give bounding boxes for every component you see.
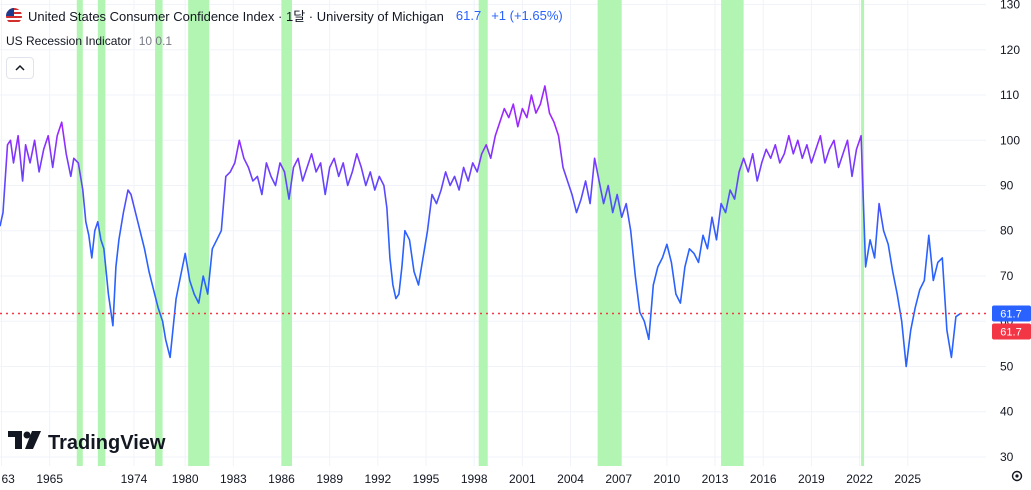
recession-band (721, 0, 744, 466)
tradingview-logo[interactable]: TradingView (8, 431, 165, 455)
settings-gear-icon[interactable] (1009, 468, 1025, 484)
series-line (0, 85, 961, 368)
us-flag-icon (6, 7, 22, 24)
price-label-text: 61.7 (1000, 327, 1021, 339)
y-tick-label: 80 (1000, 224, 1014, 238)
red-price-tag (992, 323, 1031, 340)
y-tick-label: 40 (1000, 405, 1014, 419)
chevron-up-icon (15, 62, 25, 74)
y-tick-label: 110 (1000, 88, 1019, 102)
indicator-name: US Recession Indicator (6, 34, 132, 48)
x-tick-label: 2019 (798, 472, 825, 486)
x-tick-label: 1998 (461, 472, 488, 486)
price-label-text: 61.7 (1000, 309, 1021, 321)
tradingview-logo-icon (8, 431, 42, 455)
x-tick-label: 2013 (702, 472, 729, 486)
recession-band (861, 0, 865, 466)
indicator-legend[interactable]: US Recession Indicator 10 0.1 (6, 34, 172, 48)
y-axis: 30405060708090100110120130 (1000, 0, 1020, 464)
x-tick-label: 2025 (894, 472, 921, 486)
x-tick-label: 1974 (121, 472, 148, 486)
blue-price-tag (992, 305, 1031, 322)
x-tick-label: 2004 (557, 472, 584, 486)
x-tick-label: 2001 (509, 472, 536, 486)
price-labels: 61.7 61.7 (992, 305, 1031, 340)
x-tick-label: 1992 (364, 472, 391, 486)
x-tick-label: 2010 (654, 472, 681, 486)
last-value: 61.7 (455, 8, 482, 23)
y-tick-label: 120 (1000, 43, 1020, 57)
indicator-params: 10 0.1 (138, 34, 173, 48)
recession-band (281, 0, 293, 466)
collapse-legend-button[interactable] (6, 57, 34, 79)
recession-band (597, 0, 622, 466)
y-tick-label: 70 (1000, 269, 1014, 283)
recession-band (155, 0, 163, 466)
y-tick-label: 30 (1000, 450, 1014, 464)
recession-band (76, 0, 83, 466)
x-tick-label: 2016 (750, 472, 777, 486)
x-tick-label: 1965 (36, 472, 63, 486)
recession-band (97, 0, 106, 466)
chart-legend: United States Consumer Confidence Index … (6, 6, 563, 25)
x-tick-label: 1989 (316, 472, 343, 486)
chart-grid (0, 0, 986, 466)
y-tick-label: 130 (1000, 0, 1020, 12)
x-tick-label: 1995 (413, 472, 440, 486)
recession-band (478, 0, 488, 466)
x-tick-label: 2022 (846, 472, 873, 486)
x-tick-label: 1983 (220, 472, 247, 486)
x-tick-label: 63 (2, 472, 16, 486)
y-tick-label: 100 (1000, 133, 1020, 147)
y-tick-label: 50 (1000, 359, 1014, 373)
series-layer (0, 85, 961, 368)
value-change: +1 (+1.65%) (491, 8, 563, 23)
recession-shading (76, 0, 865, 466)
x-tick-label: 1986 (268, 472, 295, 486)
chart-title[interactable]: United States Consumer Confidence Index … (28, 9, 444, 24)
x-tick-label: 2007 (605, 472, 632, 486)
y-tick-label: 90 (1000, 178, 1014, 192)
x-tick-label: 1980 (172, 472, 199, 486)
x-axis: 63 1965 1974 1980 1983 1986 1989 1992 1995 1998 20… (2, 472, 922, 486)
recession-band (188, 0, 210, 466)
logo-text: TradingView (48, 431, 166, 454)
